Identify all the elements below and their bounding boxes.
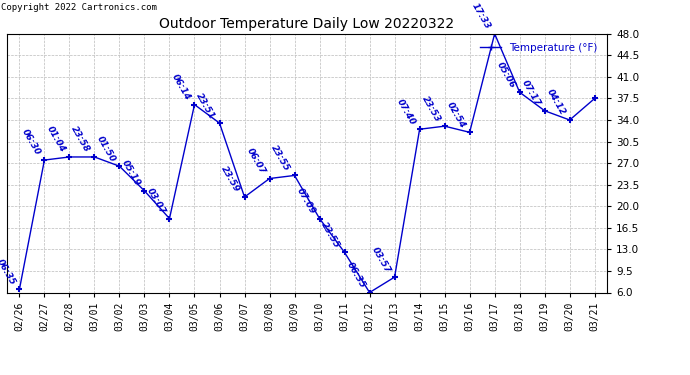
Text: 06:07: 06:07 bbox=[245, 147, 267, 176]
Text: 05:06: 05:06 bbox=[495, 60, 517, 90]
Text: 03:07: 03:07 bbox=[145, 186, 167, 216]
Title: Outdoor Temperature Daily Low 20220322: Outdoor Temperature Daily Low 20220322 bbox=[159, 17, 455, 31]
Text: 23:55: 23:55 bbox=[270, 143, 292, 172]
Text: 23:51: 23:51 bbox=[195, 91, 217, 120]
Text: 23:55: 23:55 bbox=[319, 220, 342, 250]
Text: 17:33: 17:33 bbox=[470, 2, 492, 31]
Text: 02:54: 02:54 bbox=[445, 100, 467, 129]
Text: 07:40: 07:40 bbox=[395, 97, 417, 126]
Text: Copyright 2022 Cartronics.com: Copyright 2022 Cartronics.com bbox=[1, 3, 157, 12]
Text: 07:09: 07:09 bbox=[295, 186, 317, 216]
Text: 03:57: 03:57 bbox=[370, 245, 392, 274]
Text: 04:12: 04:12 bbox=[545, 88, 567, 117]
Text: 01:50: 01:50 bbox=[95, 134, 117, 164]
Legend: Temperature (°F): Temperature (°F) bbox=[476, 39, 602, 57]
Text: 06:35: 06:35 bbox=[0, 257, 17, 286]
Text: 06:35: 06:35 bbox=[345, 260, 367, 290]
Text: 05:19: 05:19 bbox=[119, 159, 141, 188]
Text: 23:58: 23:58 bbox=[70, 125, 92, 154]
Text: 06:30: 06:30 bbox=[19, 128, 41, 157]
Text: 23:53: 23:53 bbox=[420, 94, 442, 123]
Text: 23:59: 23:59 bbox=[219, 165, 242, 194]
Text: 06:14: 06:14 bbox=[170, 72, 192, 102]
Text: 07:17: 07:17 bbox=[520, 79, 542, 108]
Text: 01:04: 01:04 bbox=[45, 125, 67, 154]
